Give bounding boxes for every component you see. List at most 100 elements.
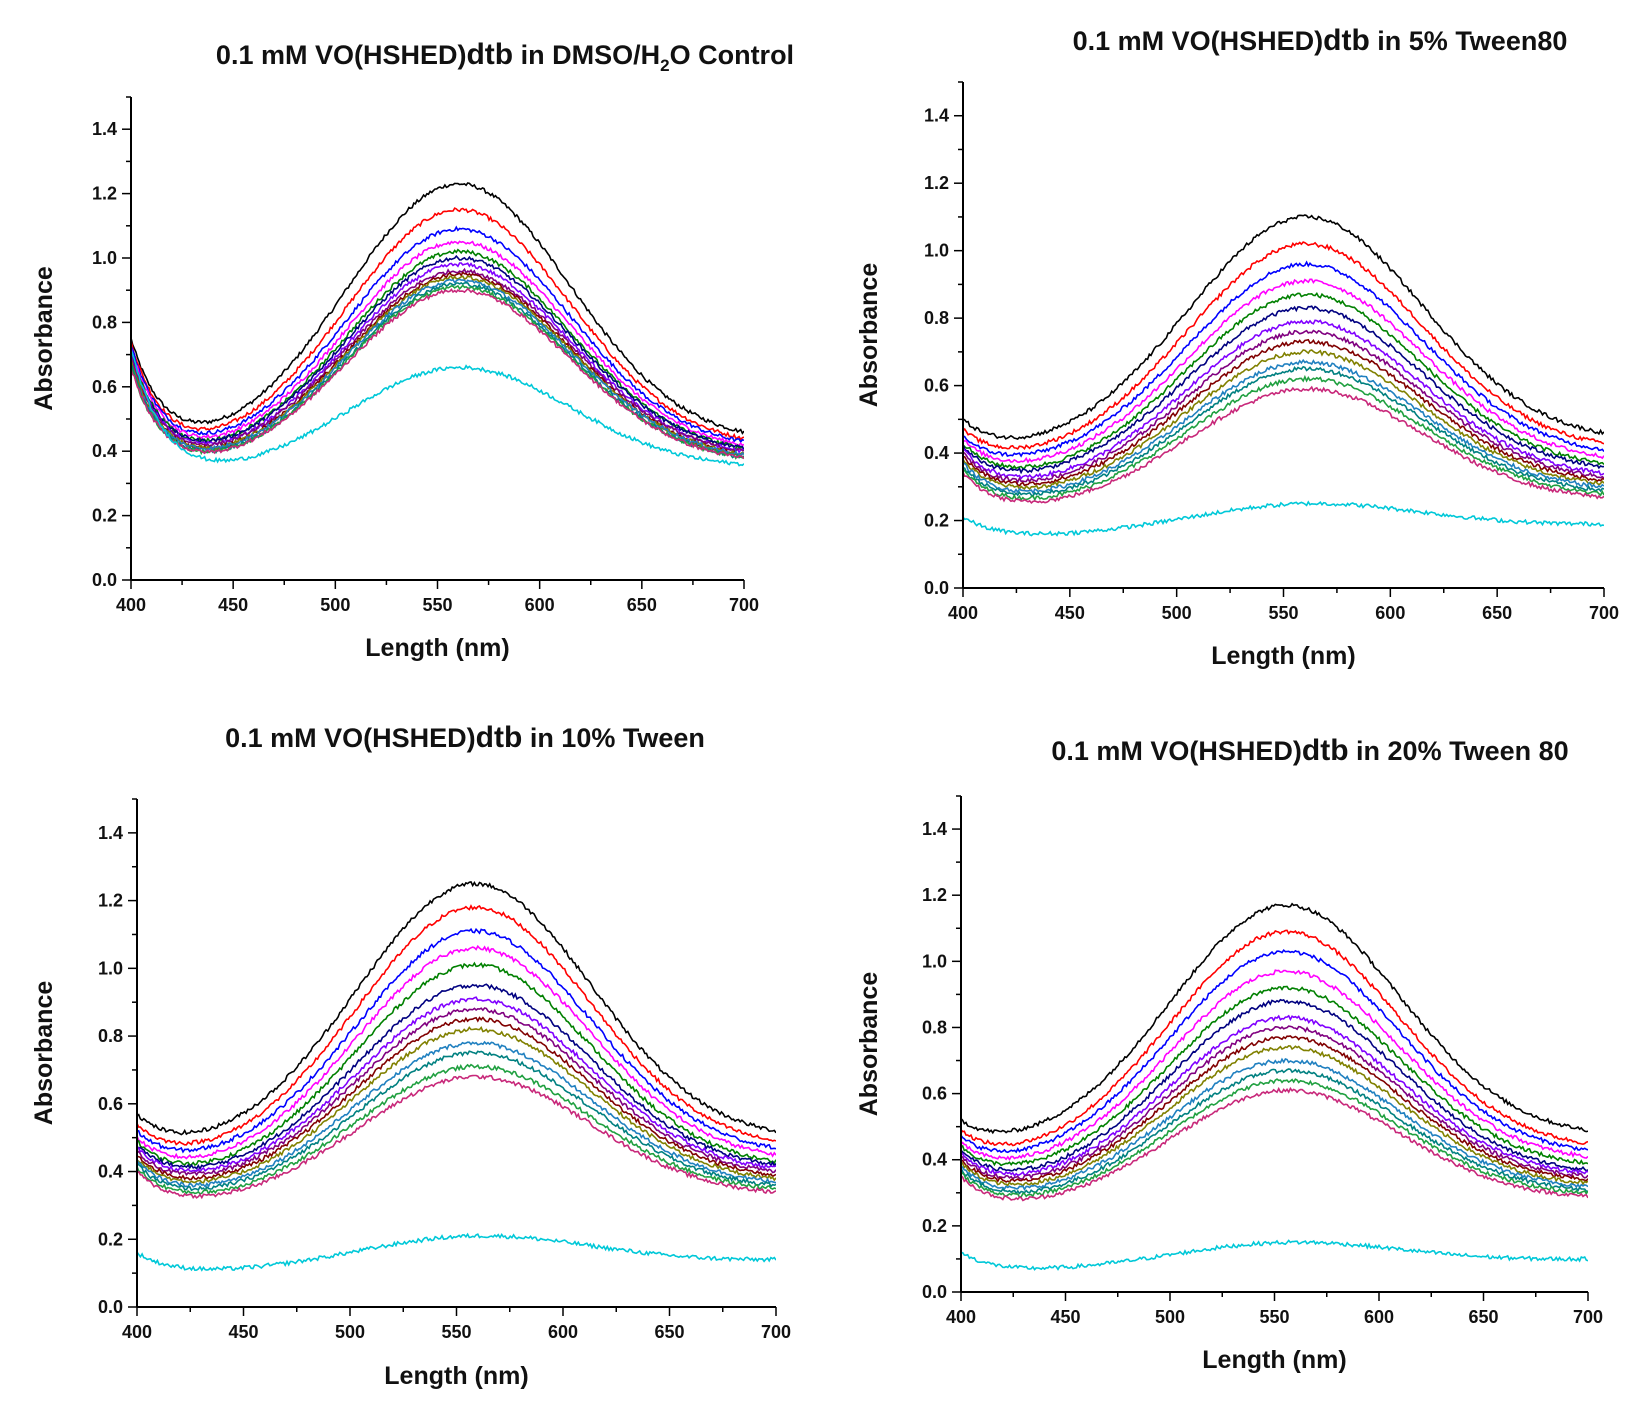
series-line-11: [963, 358, 1604, 495]
y-tick-label: 0.8: [92, 312, 117, 332]
x-tick-label: 500: [1162, 603, 1192, 623]
series-line-7: [963, 319, 1604, 480]
y-tick-label: 1.4: [98, 823, 123, 843]
series-group: [137, 880, 776, 1272]
series-line-3: [961, 949, 1588, 1154]
x-axis-title: Length (nm): [384, 1362, 528, 1390]
y-tick-label: 0.8: [922, 1017, 947, 1037]
x-tick-label: 450: [1055, 603, 1085, 623]
x-tick-label: 500: [1155, 1307, 1185, 1327]
series-line-2: [137, 904, 776, 1146]
y-axis-title: Absorbance: [855, 972, 883, 1117]
y-tick-label: 0.0: [98, 1297, 123, 1317]
series-line-4: [137, 944, 776, 1160]
x-tick-label: 450: [218, 595, 248, 615]
y-tick-label: 0.2: [924, 511, 949, 531]
x-tick-label: 500: [320, 595, 350, 615]
y-tick-label: 1.4: [922, 819, 947, 839]
series-line-6: [963, 305, 1604, 475]
series-line-6: [137, 983, 776, 1171]
chart-panel-3: 0.1 mM VO(HSHED)dtb in 10% Tween 400 450 50…: [30, 721, 791, 1390]
series-line-2: [963, 241, 1604, 451]
series-line-9: [961, 1035, 1588, 1183]
chart-title: 0.1 mM VO(HSHED)dtb in 5% Tween80: [1073, 24, 1568, 57]
y-tick-label: 0.2: [92, 506, 117, 526]
y-tick-label: 0.0: [922, 1282, 947, 1302]
series-line-5: [963, 291, 1604, 470]
x-tick-label: 700: [1589, 603, 1619, 623]
series-line-2: [131, 207, 744, 441]
x-tick-label: 700: [761, 1322, 791, 1342]
x-tick-label: 400: [946, 1307, 976, 1327]
series-line-8: [137, 1007, 776, 1177]
y-tick-label: 0.6: [98, 1094, 123, 1114]
series-line-13: [137, 1063, 776, 1196]
series-line-12: [137, 1050, 776, 1192]
y-tick-label: 1.2: [92, 184, 117, 204]
x-tick-label: 400: [116, 595, 146, 615]
x-tick-label: 600: [525, 595, 555, 615]
series-line-10: [137, 1025, 776, 1184]
x-tick-label: 700: [1573, 1307, 1603, 1327]
series-group: [961, 902, 1588, 1271]
series-line-6: [961, 998, 1588, 1172]
series-line-13: [131, 284, 744, 460]
series-line-3: [137, 927, 776, 1154]
chart-panel-1: 0.1 mM VO(HSHED)dtb in DMSO/H2O Control 4…: [30, 38, 794, 662]
x-axis-title: Length (nm): [365, 634, 509, 662]
series-group: [131, 182, 744, 467]
x-tick-label: 450: [228, 1322, 258, 1342]
y-tick-label: 1.0: [924, 241, 949, 261]
x-tick-label: 400: [122, 1322, 152, 1342]
y-tick-label: 1.4: [924, 106, 949, 126]
y-tick-label: 0.0: [924, 578, 949, 598]
y-tick-label: 1.4: [92, 119, 117, 139]
series-line-3: [963, 260, 1604, 458]
series-line-3: [131, 225, 744, 444]
y-tick-label: 0.8: [98, 1026, 123, 1046]
series-line-12: [961, 1068, 1588, 1196]
series-line-2: [961, 929, 1588, 1147]
series-line-12: [963, 365, 1604, 497]
chart-title: 0.1 mM VO(HSHED)dtb in 20% Tween 80: [1051, 734, 1568, 767]
series-line-9: [137, 1016, 776, 1181]
chart-title: 0.1 mM VO(HSHED)dtb in 10% Tween: [225, 721, 705, 754]
series-line-1: [131, 182, 744, 435]
x-axis-title: Length (nm): [1202, 1346, 1346, 1374]
series-line-9: [963, 338, 1604, 487]
x-tick-label: 600: [548, 1322, 578, 1342]
x-tick-label: 550: [1268, 603, 1298, 623]
series-line-10: [961, 1044, 1588, 1188]
y-tick-label: 0.0: [92, 570, 117, 590]
series-line-6: [131, 254, 744, 451]
series-line-15: [137, 1232, 776, 1272]
y-axis-title: Absorbance: [30, 266, 58, 411]
y-tick-label: 0.4: [92, 441, 117, 461]
series-line-7: [137, 996, 776, 1174]
series-line-1: [961, 902, 1588, 1135]
x-tick-label: 600: [1364, 1307, 1394, 1327]
series-line-4: [963, 278, 1604, 464]
y-tick-label: 0.8: [924, 308, 949, 328]
chart-panel-2: 0.1 mM VO(HSHED)dtb in 5% Tween80 400 450 5…: [855, 24, 1619, 670]
x-tick-label: 600: [1375, 603, 1405, 623]
y-tick-label: 1.0: [922, 951, 947, 971]
x-tick-label: 550: [441, 1322, 471, 1342]
y-tick-label: 0.4: [922, 1150, 947, 1170]
series-line-4: [131, 240, 744, 447]
series-group: [963, 214, 1604, 537]
y-tick-label: 0.4: [98, 1162, 123, 1182]
y-tick-label: 0.2: [922, 1216, 947, 1236]
x-axis-title: Length (nm): [1211, 642, 1355, 670]
y-tick-label: 1.0: [92, 248, 117, 268]
series-line-1: [137, 880, 776, 1136]
y-tick-label: 1.2: [924, 173, 949, 193]
series-line-7: [961, 1014, 1588, 1178]
x-tick-label: 650: [654, 1322, 684, 1342]
series-line-13: [963, 374, 1604, 502]
x-tick-label: 550: [422, 595, 452, 615]
y-tick-label: 0.2: [98, 1229, 123, 1249]
y-tick-label: 0.4: [924, 443, 949, 463]
series-line-14: [963, 385, 1604, 505]
